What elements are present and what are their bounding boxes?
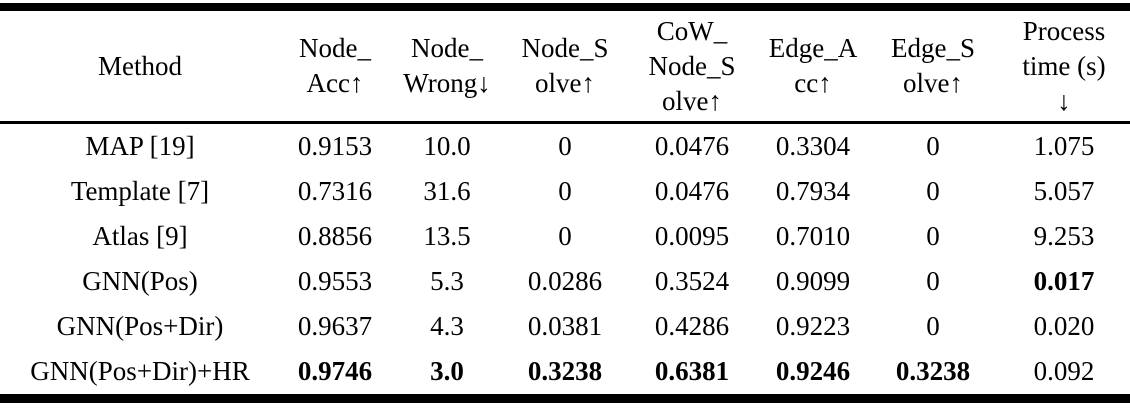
table-cell: 0 bbox=[558, 221, 572, 251]
table-row: Template [7] 0.7316 31.6 0 0.0476 0.7934… bbox=[0, 169, 1130, 214]
table-cell: 0.3238 bbox=[527, 356, 603, 386]
table-cell: 0.0095 bbox=[654, 221, 730, 251]
table-cell: 0.9553 bbox=[297, 266, 373, 296]
results-table: Method Node_ Acc↑ Node_ Wrong↓ Node_S ol… bbox=[0, 3, 1130, 403]
method-cell: GNN(Pos) bbox=[82, 266, 198, 296]
table-cell: 0.9246 bbox=[775, 356, 851, 386]
table-cell: 0.8856 bbox=[297, 221, 373, 251]
table-cell: 0 bbox=[558, 176, 572, 206]
table-cell: 0.017 bbox=[1033, 266, 1095, 296]
table-cell: 0.0476 bbox=[654, 176, 730, 206]
method-cell: Template [7] bbox=[70, 176, 210, 206]
table-cell: 10.0 bbox=[423, 131, 471, 161]
table-cell: 31.6 bbox=[423, 176, 471, 206]
col-header-method: Method bbox=[0, 7, 280, 124]
table-row: MAP [19] 0.9153 10.0 0 0.0476 0.3304 0 1… bbox=[0, 123, 1130, 170]
table-cell: 13.5 bbox=[423, 221, 471, 251]
table-cell: 0 bbox=[926, 311, 940, 341]
table-row: GNN(Pos+Dir)+HR 0.9746 3.0 0.3238 0.6381… bbox=[0, 349, 1130, 399]
table-cell: 5.3 bbox=[430, 266, 464, 296]
table-row: Atlas [9] 0.8856 13.5 0 0.0095 0.7010 0 … bbox=[0, 214, 1130, 259]
col-header-node-acc: Node_ Acc↑ bbox=[280, 7, 390, 124]
table-cell: 0.9223 bbox=[775, 311, 851, 341]
table-row: GNN(Pos+Dir) 0.9637 4.3 0.0381 0.4286 0.… bbox=[0, 304, 1130, 349]
table-cell: 0.7934 bbox=[775, 176, 851, 206]
table-cell: 0.6381 bbox=[654, 356, 730, 386]
table-cell: 0.0476 bbox=[654, 131, 730, 161]
table-row: GNN(Pos) 0.9553 5.3 0.0286 0.3524 0.9099… bbox=[0, 259, 1130, 304]
table-cell: 3.0 bbox=[430, 356, 464, 386]
table-cell: 0 bbox=[926, 266, 940, 296]
header-row: Method Node_ Acc↑ Node_ Wrong↓ Node_S ol… bbox=[0, 7, 1130, 124]
table-cell: 0 bbox=[558, 131, 572, 161]
table-cell: 0 bbox=[926, 131, 940, 161]
method-cell: Atlas [9] bbox=[92, 221, 188, 251]
table-cell: 1.075 bbox=[1033, 131, 1095, 161]
table-cell: 0.3524 bbox=[654, 266, 730, 296]
table-cell: 0.9746 bbox=[297, 356, 373, 386]
table-cell: 0.0286 bbox=[527, 266, 603, 296]
method-cell: MAP [19] bbox=[85, 131, 195, 161]
results-table-container: Method Node_ Acc↑ Node_ Wrong↓ Node_S ol… bbox=[0, 3, 1130, 403]
method-cell: GNN(Pos+Dir)+HR bbox=[30, 356, 250, 386]
table-cell: 0.7316 bbox=[297, 176, 373, 206]
col-header-cow-node-solve: CoW_ Node_S olve↑ bbox=[626, 7, 758, 124]
table-cell: 0 bbox=[926, 176, 940, 206]
table-cell: 0.4286 bbox=[654, 311, 730, 341]
col-header-node-solve: Node_S olve↑ bbox=[504, 7, 626, 124]
col-header-process-time: Process time (s) ↓ bbox=[998, 7, 1130, 124]
method-cell: GNN(Pos+Dir) bbox=[56, 311, 224, 341]
table-cell: 0.9637 bbox=[297, 311, 373, 341]
col-header-node-wrong: Node_ Wrong↓ bbox=[390, 7, 504, 124]
table-cell: 4.3 bbox=[430, 311, 464, 341]
col-header-edge-solve: Edge_S olve↑ bbox=[868, 7, 998, 124]
table-cell: 0.0381 bbox=[527, 311, 603, 341]
table-cell: 0.092 bbox=[1033, 356, 1095, 386]
table-cell: 0 bbox=[926, 221, 940, 251]
table-cell: 0.9099 bbox=[775, 266, 851, 296]
table-cell: 0.3304 bbox=[775, 131, 851, 161]
table-cell: 9.253 bbox=[1033, 221, 1095, 251]
table-cell: 0.9153 bbox=[297, 131, 373, 161]
table-cell: 0.020 bbox=[1033, 311, 1095, 341]
table-cell: 5.057 bbox=[1033, 176, 1095, 206]
table-cell: 0.7010 bbox=[775, 221, 851, 251]
col-header-edge-acc: Edge_A cc↑ bbox=[758, 7, 868, 124]
table-cell: 0.3238 bbox=[895, 356, 971, 386]
